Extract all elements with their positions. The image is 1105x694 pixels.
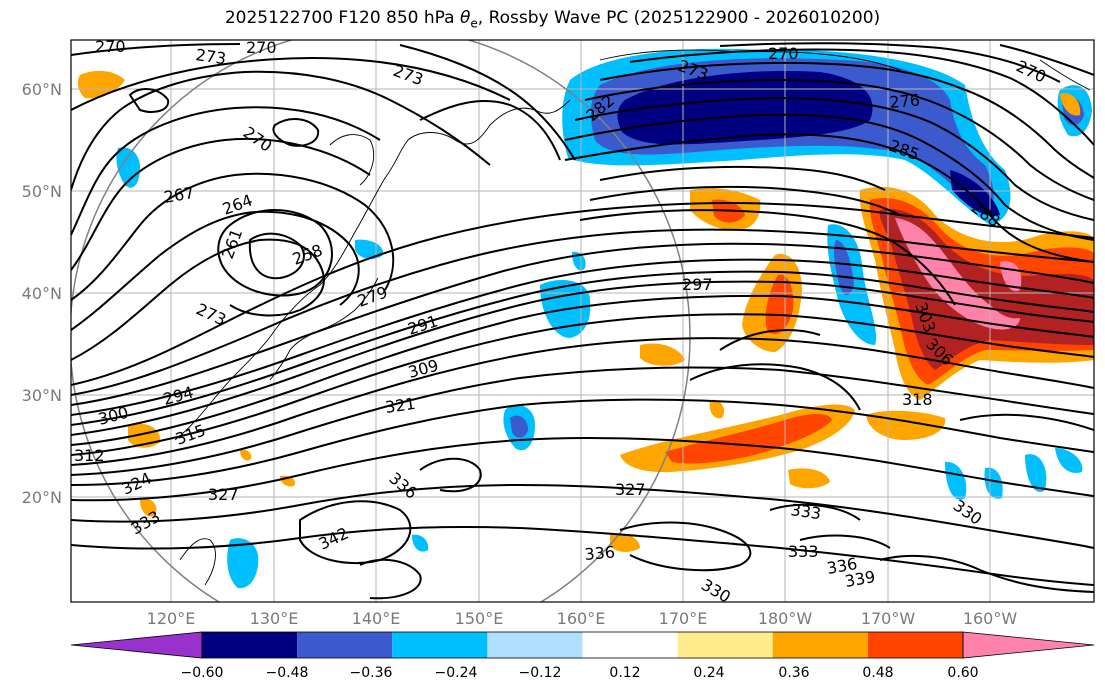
map-area: 270 273 270 273 270 267 264 261 258 273 … — [71, 37, 1094, 602]
map-frame — [70, 39, 1095, 603]
theta-e-contours — [71, 42, 1094, 600]
colorbar-tick-label: 0.36 — [778, 665, 809, 681]
contour-label: 270 — [246, 38, 277, 57]
colorbar-tick-label: 0.48 — [862, 665, 893, 681]
colorbar-tick-label: −0.24 — [435, 665, 478, 681]
colorbar-tick-label: 0.60 — [947, 665, 978, 681]
colorbar-segment — [867, 632, 963, 658]
colorbar-segment — [297, 632, 393, 658]
colorbar-segment — [202, 632, 298, 658]
contour-label: 327 — [208, 485, 239, 504]
lon-label: 130°E — [250, 609, 299, 628]
contour-label: 333 — [788, 542, 819, 561]
colorbar-extend-high — [962, 631, 1095, 659]
latitude-labels: 60°N 50°N 40°N 30°N 20°N — [22, 80, 62, 507]
contour-label: 318 — [902, 390, 933, 409]
contour-label: 276 — [889, 90, 921, 112]
colorbar-labels: −0.60 −0.48 −0.36 −0.24 −0.12 0.12 0.24 … — [181, 665, 979, 681]
lat-label: 30°N — [22, 386, 62, 405]
neg-dark-2 — [950, 170, 1000, 216]
lon-label: 160°E — [557, 609, 606, 628]
contour-label: 327 — [615, 480, 646, 499]
contour-label: 336 — [584, 542, 616, 564]
contour-label: 333 — [789, 500, 822, 523]
colorbar-frame — [201, 631, 964, 659]
pos-pink — [895, 218, 1020, 330]
contour-label: 321 — [384, 394, 417, 417]
contour-label: 273 — [194, 45, 227, 68]
lon-label: 180°W — [758, 609, 813, 628]
colorbar-segment — [392, 632, 488, 658]
colorbar-tick-label: 0.24 — [693, 665, 724, 681]
lon-label: 150°E — [455, 609, 504, 628]
contour-label: 312 — [74, 446, 105, 465]
longitude-labels: 120°E 130°E 140°E 150°E 160°E 170°E 180°… — [147, 609, 1018, 628]
colorbar-segment — [677, 632, 773, 658]
colorbar-tick-label: −0.36 — [350, 665, 393, 681]
lon-label: 120°E — [147, 609, 196, 628]
graticule — [71, 40, 1094, 602]
map-title: 2025122700 F120 850 hPa θe, Rossby Wave … — [224, 8, 881, 31]
lat-label: 40°N — [22, 284, 62, 303]
colorbar-tick-label: −0.48 — [266, 665, 309, 681]
lat-label: 60°N — [22, 80, 62, 99]
colorbar-segment — [582, 632, 678, 658]
colorbar-tick-label: −0.12 — [519, 665, 562, 681]
lon-label: 170°W — [861, 609, 916, 628]
colorbar-segment — [772, 632, 868, 658]
colorbar-tick-label: −0.60 — [181, 665, 224, 681]
lon-label: 140°E — [352, 609, 401, 628]
lat-label: 20°N — [22, 488, 62, 507]
colorbar-tick-label: 0.12 — [609, 665, 640, 681]
colorbar — [70, 631, 1095, 659]
contour-label: 270 — [95, 37, 126, 56]
colorbar-segment — [487, 632, 583, 658]
lon-label: 160°W — [963, 609, 1018, 628]
contour-label: 270 — [768, 44, 799, 63]
colorbar-extend-low — [70, 631, 203, 659]
region-circle — [71, 40, 691, 602]
lat-label: 50°N — [22, 182, 62, 201]
lon-label: 170°E — [659, 609, 708, 628]
contour-label: 297 — [682, 275, 713, 294]
